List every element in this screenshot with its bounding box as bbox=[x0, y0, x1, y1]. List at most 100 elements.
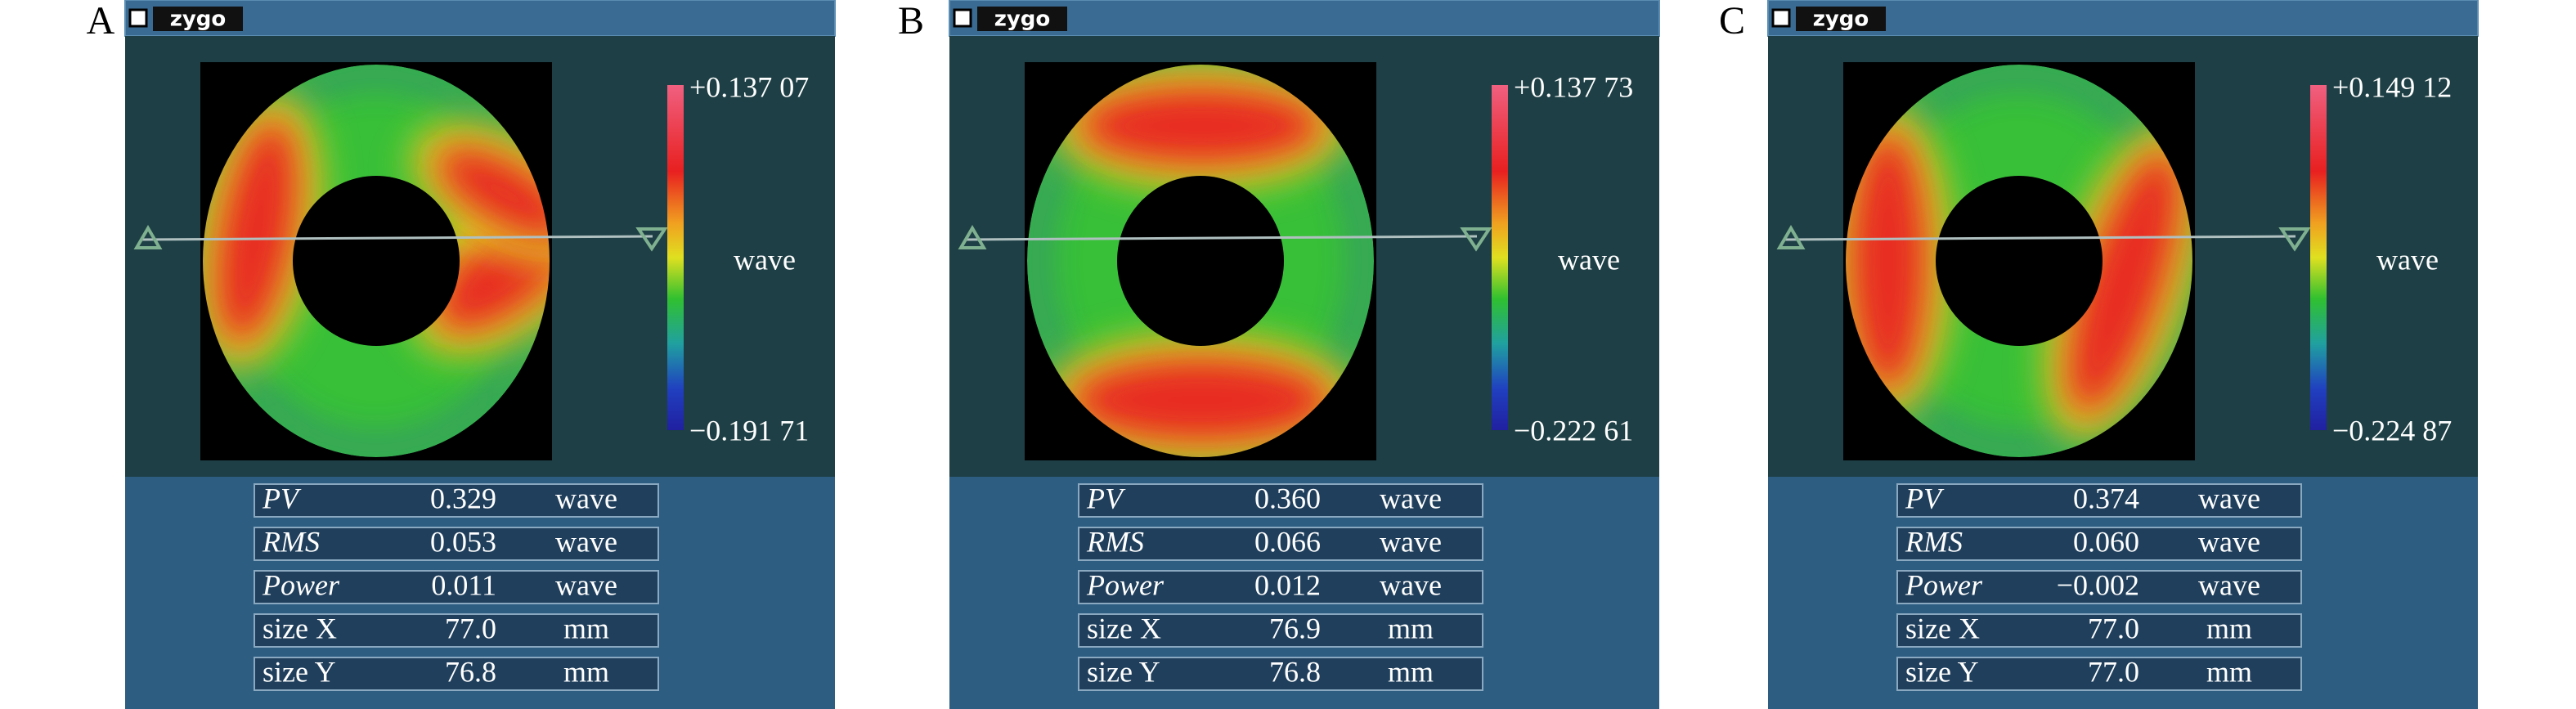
stat-value: 77.0 bbox=[2088, 655, 2139, 688]
stat-value: 0.053 bbox=[430, 525, 496, 558]
stat-row bbox=[1896, 527, 2302, 561]
close-button bbox=[1771, 8, 1791, 28]
stat-row bbox=[1078, 570, 1483, 604]
scale-max: +0.137 73 bbox=[1514, 70, 1633, 103]
stat-unit: mm bbox=[563, 612, 609, 644]
profile-marker-right bbox=[635, 227, 668, 252]
surface-map bbox=[1027, 62, 1374, 467]
stat-value: 0.374 bbox=[2073, 482, 2139, 514]
stat-value: 77.0 bbox=[2088, 612, 2139, 644]
stat-label: PV bbox=[1905, 482, 1945, 514]
stat-value: 76.8 bbox=[445, 655, 496, 688]
stat-value: 0.066 bbox=[1254, 525, 1321, 558]
zygo-window: zygo +0.149 12 −0.224 87 wave PV 0.374 wave RMS… bbox=[1767, 0, 2479, 709]
zygo-window: zygo +0.137 73 −0.222 61 wave PV 0.360 wave RMS… bbox=[949, 0, 1660, 709]
stat-row bbox=[254, 657, 659, 691]
stat-value: 0.060 bbox=[2073, 525, 2139, 558]
stat-label: size Y bbox=[1087, 655, 1160, 688]
scale-max: +0.149 12 bbox=[2332, 70, 2452, 103]
stat-unit: wave bbox=[1380, 568, 1442, 601]
profile-marker-right bbox=[1460, 227, 1492, 252]
stat-row bbox=[254, 613, 659, 648]
stat-unit: wave bbox=[2198, 568, 2260, 601]
stat-value: 76.9 bbox=[1269, 612, 1321, 644]
zygo-window: zygo +0.137 07 −0.191 71 wave PV 0.329 wave RMS… bbox=[124, 0, 836, 709]
profile-marker-left bbox=[958, 225, 987, 249]
stat-row bbox=[1078, 527, 1483, 561]
stat-value: 0.011 bbox=[431, 568, 496, 601]
surface-map bbox=[1824, 65, 2203, 457]
window-title: zygo bbox=[170, 7, 227, 32]
scale-max: +0.137 07 bbox=[689, 70, 809, 103]
window-title: zygo bbox=[1813, 7, 1869, 32]
stat-label: size X bbox=[263, 612, 337, 644]
profile-line bbox=[141, 235, 653, 241]
hot-zone bbox=[215, 119, 298, 345]
stat-row bbox=[254, 527, 659, 561]
profile-marker-left bbox=[1776, 225, 1806, 249]
stat-label: Power bbox=[1086, 568, 1165, 601]
stat-unit: wave bbox=[1380, 482, 1442, 514]
scale-min: −0.222 61 bbox=[1514, 414, 1633, 446]
scale-unit: wave bbox=[2376, 243, 2439, 276]
stat-row bbox=[1896, 613, 2302, 648]
stat-label: size X bbox=[1087, 612, 1161, 644]
stat-unit: wave bbox=[555, 568, 617, 601]
hot-zone bbox=[1078, 87, 1323, 165]
hot-zone bbox=[435, 146, 574, 241]
hot-zone bbox=[1849, 130, 1928, 392]
stat-row bbox=[254, 570, 659, 604]
stat-label: RMS bbox=[262, 525, 320, 558]
stat-row bbox=[1078, 657, 1483, 691]
stat-value: 0.360 bbox=[1254, 482, 1321, 514]
stat-label: size Y bbox=[1905, 655, 1979, 688]
stat-label: PV bbox=[1086, 482, 1126, 514]
stat-row bbox=[1896, 483, 2302, 518]
stat-value: 76.8 bbox=[1269, 655, 1321, 688]
stat-row bbox=[1896, 657, 2302, 691]
stat-row bbox=[1896, 570, 2302, 604]
stat-label: RMS bbox=[1905, 525, 1963, 558]
profile-line bbox=[965, 235, 1478, 241]
stat-unit: mm bbox=[1388, 612, 1434, 644]
stat-value: −0.002 bbox=[2057, 568, 2139, 601]
surface-map bbox=[191, 65, 613, 457]
title-badge bbox=[1796, 7, 1886, 31]
hot-zone bbox=[2067, 149, 2181, 415]
stat-value: 0.329 bbox=[430, 482, 496, 514]
title-bar bbox=[949, 0, 1660, 37]
stat-row bbox=[254, 483, 659, 518]
profile-marker-right bbox=[2278, 227, 2311, 252]
stat-label: Power bbox=[262, 568, 340, 601]
title-badge bbox=[153, 7, 243, 31]
hot-zone bbox=[1070, 357, 1331, 442]
close-button bbox=[128, 8, 148, 28]
scale-min: −0.191 71 bbox=[689, 414, 809, 446]
stat-unit: wave bbox=[1380, 525, 1442, 558]
title-bar bbox=[1767, 0, 2479, 37]
stat-unit: mm bbox=[1388, 655, 1434, 688]
stat-label: RMS bbox=[1086, 525, 1144, 558]
window-title: zygo bbox=[994, 7, 1051, 32]
panel-label: A bbox=[87, 0, 115, 43]
panel-label: C bbox=[1719, 0, 1745, 43]
stat-label: PV bbox=[262, 482, 302, 514]
profile-marker-left bbox=[133, 225, 163, 249]
scale-unit: wave bbox=[1558, 243, 1620, 276]
profile-line bbox=[1784, 235, 2296, 241]
panel-label: B bbox=[898, 0, 924, 43]
stat-value: 0.012 bbox=[1254, 568, 1321, 601]
stat-value: 77.0 bbox=[445, 612, 496, 644]
stat-unit: mm bbox=[2206, 612, 2252, 644]
scale-min: −0.224 87 bbox=[2332, 414, 2452, 446]
stat-label: size Y bbox=[263, 655, 336, 688]
stat-unit: mm bbox=[2206, 655, 2252, 688]
stat-label: size X bbox=[1905, 612, 1980, 644]
colorbar bbox=[1492, 85, 1508, 430]
stat-row bbox=[1078, 613, 1483, 648]
stat-unit: wave bbox=[2198, 482, 2260, 514]
colorbar bbox=[2310, 85, 2327, 430]
stat-unit: mm bbox=[563, 655, 609, 688]
stat-unit: wave bbox=[555, 482, 617, 514]
title-badge bbox=[977, 7, 1067, 31]
